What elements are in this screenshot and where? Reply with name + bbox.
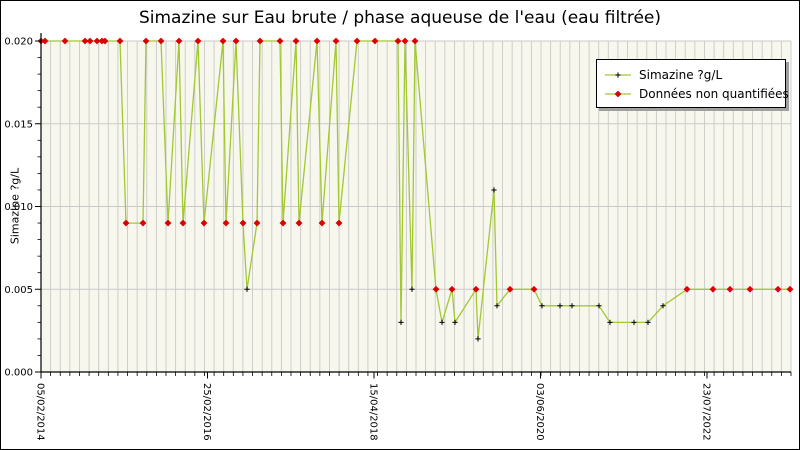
quantified-plus-icon <box>660 303 666 309</box>
non-quantified-diamond-icon <box>401 37 409 45</box>
non-quantified-diamond-icon <box>318 219 326 227</box>
non-quantified-diamond-icon <box>295 219 303 227</box>
non-quantified-diamond-icon <box>709 285 717 293</box>
non-quantified-diamond-icon <box>81 37 89 45</box>
legend-label-non-quantified: Données non quantifiées <box>639 86 789 101</box>
y-tick-label: 0.005 <box>4 285 33 296</box>
quantified-plus-icon <box>475 336 481 342</box>
legend-box: Simazine ?g/L Données non quantifiées <box>596 59 789 108</box>
non-quantified-diamond-icon <box>371 37 379 45</box>
quantified-plus-icon <box>631 319 637 325</box>
y-tick-label: 0.010 <box>4 202 33 213</box>
non-quantified-diamond-icon <box>432 285 440 293</box>
non-quantified-diamond-icon <box>746 285 754 293</box>
quantified-plus-icon <box>244 286 250 292</box>
non-quantified-diamond-icon <box>157 37 165 45</box>
legend-entry-non-quantified: Données non quantifiées <box>603 84 789 103</box>
diamond-icon <box>605 90 631 97</box>
non-quantified-diamond-icon <box>200 219 208 227</box>
quantified-plus-icon <box>409 286 415 292</box>
non-quantified-diamond-icon <box>253 219 261 227</box>
series-line <box>41 40 790 340</box>
x-tick-label: 15/04/2018 <box>368 383 379 441</box>
quantified-plus-icon <box>596 303 602 309</box>
non-quantified-diamond-icon <box>774 285 782 293</box>
non-quantified-diamond-icon <box>232 37 240 45</box>
non-quantified-diamond-icon <box>411 37 419 45</box>
chart-title: Simazine sur Eau brute / phase aqueuse d… <box>138 8 662 28</box>
non-quantified-diamond-icon <box>41 37 49 45</box>
x-tick-label: 25/02/2016 <box>201 383 212 441</box>
non-quantified-diamond-icon <box>239 219 247 227</box>
non-quantified-diamond-icon <box>335 219 343 227</box>
axes: 0.000 0.005 0.010 0.015 0.020 05/02/2014 25/02… <box>4 33 792 441</box>
non-quantified-diamond-icon <box>175 37 183 45</box>
legend-label-series: Simazine ?g/L <box>639 67 723 82</box>
non-quantified-diamond-icon <box>353 37 361 45</box>
quantified-plus-icon <box>494 303 500 309</box>
non-quantified-diamond-icon <box>530 285 538 293</box>
non-quantified-diamond-icon <box>179 219 187 227</box>
data-point-markers <box>37 37 794 342</box>
non-quantified-diamond-icon <box>101 37 109 45</box>
non-quantified-diamond-icon <box>726 285 734 293</box>
non-quantified-diamond-icon <box>142 37 150 45</box>
legend-entry-series: Simazine ?g/L <box>603 65 779 84</box>
y-tick-label: 0.020 <box>4 37 33 48</box>
x-tick-label: 03/06/2020 <box>534 383 545 441</box>
non-quantified-diamond-icon <box>122 219 130 227</box>
non-quantified-diamond-icon <box>222 219 230 227</box>
y-tick-label: 0.000 <box>4 368 33 379</box>
non-quantified-diamond-icon <box>448 285 456 293</box>
quantified-plus-icon <box>557 303 563 309</box>
non-quantified-diamond-icon <box>472 285 480 293</box>
non-quantified-diamond-icon <box>786 285 794 293</box>
quantified-plus-icon <box>398 319 404 325</box>
quantified-plus-icon <box>452 319 458 325</box>
non-quantified-diamond-icon <box>313 37 321 45</box>
non-quantified-diamond-icon <box>276 37 284 45</box>
non-quantified-diamond-icon <box>194 37 202 45</box>
non-quantified-diamond-icon <box>139 219 147 227</box>
quantified-plus-icon <box>569 303 575 309</box>
quantified-plus-icon <box>539 303 545 309</box>
y-tick-label: 0.015 <box>4 119 33 130</box>
quantified-plus-icon <box>491 187 497 193</box>
non-quantified-diamond-icon <box>506 285 514 293</box>
non-quantified-diamond-icon <box>292 37 300 45</box>
non-quantified-diamond-icon <box>394 37 402 45</box>
non-quantified-diamond-icon <box>86 37 94 45</box>
non-quantified-diamond-icon <box>116 37 124 45</box>
x-tick-label: 05/02/2014 <box>35 383 46 441</box>
non-quantified-diamond-icon <box>683 285 691 293</box>
non-quantified-diamond-icon <box>61 37 69 45</box>
non-quantified-diamond-icon <box>93 37 101 45</box>
x-tick-label: 23/07/2022 <box>701 383 712 441</box>
non-quantified-diamond-icon <box>219 37 227 45</box>
non-quantified-diamond-icon <box>164 219 172 227</box>
non-quantified-diamond-icon <box>332 37 340 45</box>
plus-icon <box>605 71 631 78</box>
non-quantified-diamond-icon <box>279 219 287 227</box>
quantified-plus-icon <box>439 319 445 325</box>
quantified-plus-icon <box>645 319 651 325</box>
quantified-plus-icon <box>607 319 613 325</box>
non-quantified-diamond-icon <box>256 37 264 45</box>
